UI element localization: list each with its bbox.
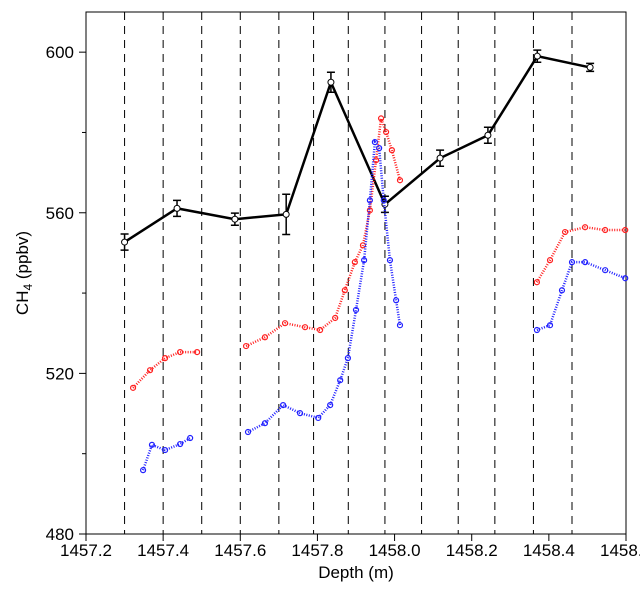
data-point xyxy=(396,177,404,184)
marker xyxy=(327,78,335,86)
plot-frame xyxy=(85,11,627,535)
data-point xyxy=(337,377,344,384)
x-tick-label: 1458.4 xyxy=(523,541,575,560)
data-point xyxy=(261,420,269,427)
data-point xyxy=(622,226,629,234)
data-point xyxy=(146,367,154,374)
data-point xyxy=(533,326,541,334)
data-point xyxy=(396,322,404,329)
y-label-main: CH xyxy=(13,291,32,316)
point-trace xyxy=(535,225,626,283)
marker xyxy=(231,215,239,223)
data-point xyxy=(280,402,287,409)
marker xyxy=(484,131,492,139)
y-label-unit: (ppbv) xyxy=(13,231,32,284)
data-point xyxy=(129,384,137,391)
data-point xyxy=(139,467,147,474)
y-label-sub: 4 xyxy=(21,284,35,291)
data-point xyxy=(622,275,629,282)
y-tick-label: 520 xyxy=(46,364,74,383)
y-tick-label: 560 xyxy=(46,204,74,223)
marker xyxy=(173,204,181,212)
data-point xyxy=(352,306,360,314)
data-point xyxy=(533,279,541,286)
x-axis-label: Depth (m) xyxy=(318,563,394,582)
data-point xyxy=(177,440,184,448)
data-point xyxy=(315,414,322,422)
data-point xyxy=(161,355,169,362)
data-point xyxy=(193,349,201,356)
marker xyxy=(586,63,594,71)
marker xyxy=(282,210,290,218)
x-tick-label: 1457.4 xyxy=(137,541,189,560)
y-axis-label: CH4 (ppbv) xyxy=(13,231,35,315)
point-trace xyxy=(247,138,402,434)
data-point xyxy=(317,326,324,334)
x-tick-label: 1458.0 xyxy=(369,541,421,560)
data-point xyxy=(148,441,156,448)
data-point xyxy=(341,287,348,294)
series-line xyxy=(123,54,591,244)
data-point xyxy=(582,259,589,266)
data-point xyxy=(377,115,385,122)
data-point xyxy=(327,402,334,409)
data-point xyxy=(546,322,554,329)
data-point xyxy=(361,257,368,264)
y-tick-label: 480 xyxy=(46,525,74,544)
x-tick-label: 1457.6 xyxy=(214,541,266,560)
y-tick-label: 600 xyxy=(46,43,74,62)
point-trace xyxy=(245,117,402,348)
data-point xyxy=(261,334,269,341)
point-trace xyxy=(536,260,626,332)
data-point xyxy=(244,428,252,436)
x-tick-label: 1458.6 xyxy=(600,541,640,560)
x-tick-label: 1458.2 xyxy=(446,541,498,560)
marker xyxy=(436,154,444,162)
x-tick-label: 1457.8 xyxy=(291,541,343,560)
point-trace xyxy=(141,436,191,471)
x-tick-label: 1457.2 xyxy=(60,541,112,560)
marker xyxy=(533,52,541,60)
data-point xyxy=(366,207,373,214)
data-point xyxy=(351,259,358,266)
marker xyxy=(121,238,129,246)
data-point xyxy=(372,157,380,164)
data-point xyxy=(242,342,250,350)
data-point xyxy=(366,197,373,204)
data-point xyxy=(187,434,194,442)
point-trace xyxy=(132,350,198,389)
